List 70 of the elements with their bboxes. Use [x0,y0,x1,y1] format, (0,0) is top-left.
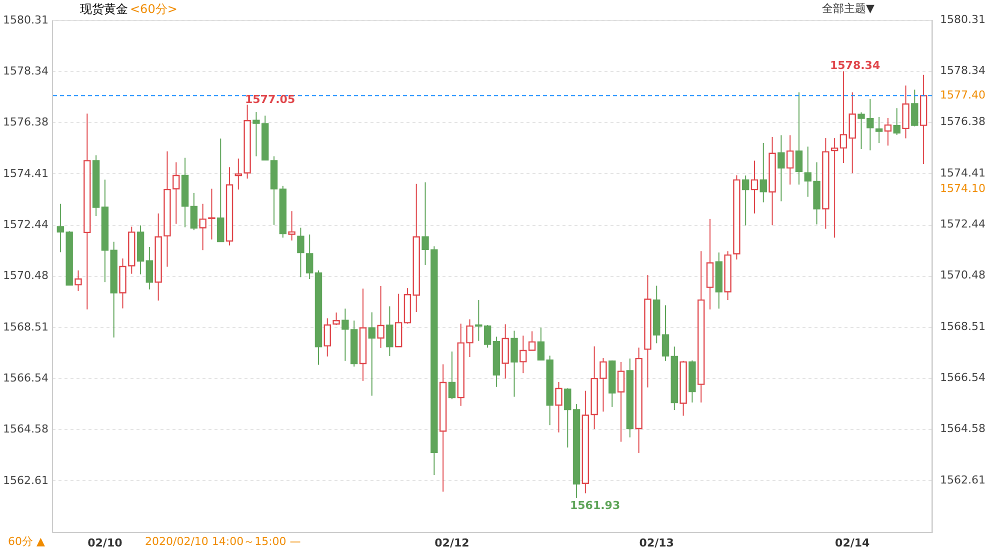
y2-tick-label: 1562.61 [940,473,986,486]
candlestick [217,138,224,242]
candlestick [528,330,536,351]
y2-tick-label: 1568.51 [940,320,986,333]
y-tick-label: 1562.61 [3,474,48,487]
candlestick [555,381,562,433]
candlestick [146,246,154,290]
candlestick [617,361,625,442]
text: 1574.10 [940,182,986,195]
candlestick [324,318,331,357]
y2-tick-label: 1578.34 [940,64,986,78]
candlestick [786,134,794,186]
candlestick [510,330,518,398]
chart-title: 现货黄金 [80,2,128,16]
y-tick-label: 1580.31 [3,14,48,26]
annotation: 1578.34 [830,59,880,72]
x-tick-label: 02/12 [434,536,470,549]
ref-line-label: 1577.40 [940,88,986,102]
y-tick-label: 1566.54 [3,372,48,385]
candlestick [911,89,918,127]
candlestick [760,142,767,203]
candlestick [394,293,402,348]
candlestick [893,108,900,136]
candlestick [840,70,848,164]
candlestick [234,158,242,190]
y2-tick-label: 1566.54 [940,371,986,384]
text: 60分 ▲ [8,535,46,548]
y2-tick-label: 1564.58 [940,422,986,436]
candlestick [288,210,296,242]
y-tick-label: 1570.48 [3,269,48,282]
y-tick-label: 1564.58 [3,422,48,436]
chart-subtitle: <60分> [130,2,178,16]
candlestick [875,116,883,144]
y2-tick-label: 1572.44 [940,218,986,231]
y2-tick-label: 1580.31 [940,13,986,26]
candlestick [74,270,82,292]
annotation: 1561.93 [570,499,620,512]
candlestick [564,388,572,448]
candlestick [520,335,527,374]
text: 全部主题▼ [822,2,875,15]
candlestick [795,92,803,186]
candlestick [190,192,198,231]
y2-tick-label: 1574.41 [940,166,986,180]
candlestick [386,306,394,356]
candlestick [750,160,758,214]
candlestick [368,312,376,396]
x-tick-label: 02/10 [88,536,123,549]
y-tick-label: 1574.41 [3,166,48,180]
x-tick-label: 02/13 [639,536,674,549]
x-tick-label: 02/14 [835,536,870,549]
candlestick [848,92,856,174]
candlestick [56,203,64,253]
candlestick [830,138,838,238]
candlestick [332,312,340,326]
candlestick [884,118,892,146]
y-tick-label: 1578.34 [3,64,48,78]
candlestick [297,227,304,278]
y2-tick-label: 1576.38 [940,115,986,128]
y2-tick-label: 1570.48 [940,268,986,282]
candlestick [448,351,456,400]
y-tick-label: 1572.44 [3,218,48,232]
y-tick-label: 1568.51 [3,320,48,334]
candlestick [662,304,670,362]
candlestick [742,175,750,226]
candlestick [778,134,785,202]
candlestick [377,286,384,348]
text: 2020/02/10 14:00～15:00 — [145,535,301,548]
y-tick-label: 1576.38 [3,116,48,129]
annotation: 1577.05 [245,93,296,106]
candlestick [306,234,314,280]
